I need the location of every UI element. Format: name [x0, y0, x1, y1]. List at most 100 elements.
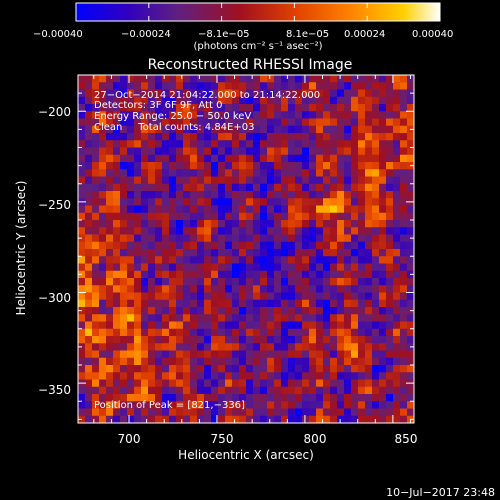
heatmap-cell: [218, 198, 226, 206]
heatmap-cell: [225, 292, 233, 301]
heatmap-cell: [239, 89, 247, 98]
heatmap-cell: [267, 82, 275, 90]
heatmap-cell: [113, 111, 121, 119]
heatmap-cell: [85, 96, 93, 105]
heatmap-cell: [134, 415, 142, 423]
heatmap-cell: [113, 154, 121, 163]
heatmap-cell: [302, 183, 310, 192]
heatmap-cell: [134, 205, 142, 214]
heatmap-cell: [260, 198, 268, 206]
heatmap-cell: [211, 401, 219, 409]
heatmap-cell: [141, 263, 149, 272]
heatmap-cell: [330, 96, 338, 105]
heatmap-cell: [253, 307, 261, 315]
heatmap-cell: [106, 104, 114, 112]
heatmap-cell: [169, 212, 177, 221]
heatmap-cell: [309, 415, 317, 423]
heatmap-cell: [225, 256, 233, 264]
heatmap-cell: [141, 401, 149, 409]
heatmap-cell: [169, 343, 177, 351]
heatmap-cell: [400, 118, 408, 127]
heatmap-cell: [400, 328, 408, 337]
y-tick-label: −300: [38, 291, 71, 305]
heatmap-cell: [323, 82, 331, 90]
heatmap-cell: [351, 299, 359, 308]
heatmap-cell: [386, 321, 394, 330]
heatmap-cell: [323, 154, 331, 163]
heatmap-cell: [225, 314, 233, 322]
heatmap-cell: [281, 176, 289, 185]
heatmap-cell: [162, 118, 170, 127]
heatmap-cell: [351, 270, 359, 279]
heatmap-cell: [309, 191, 317, 199]
heatmap-cell: [239, 285, 247, 293]
heatmap-cell: [337, 314, 345, 322]
heatmap-cell: [302, 336, 310, 344]
heatmap-cell: [78, 328, 86, 337]
heatmap-cell: [260, 379, 268, 388]
heatmap-cell: [323, 133, 331, 141]
heatmap-cell: [120, 249, 128, 257]
heatmap-cell: [337, 198, 345, 206]
heatmap-cell: [232, 75, 240, 83]
heatmap-cell: [358, 118, 366, 127]
heatmap-cell: [148, 249, 156, 257]
heatmap-cell: [197, 198, 205, 206]
heatmap-cell: [288, 379, 296, 388]
heatmap-cell: [169, 191, 177, 199]
heatmap-cell: [155, 394, 163, 402]
heatmap-cell: [113, 336, 121, 344]
heatmap-cell: [372, 336, 380, 344]
heatmap-cell: [337, 241, 345, 250]
heatmap-cell: [267, 205, 275, 214]
heatmap-cell: [316, 241, 324, 250]
heatmap-cell: [197, 357, 205, 366]
heatmap-cell: [267, 401, 275, 409]
heatmap-cell: [134, 307, 142, 315]
heatmap-cell: [232, 89, 240, 98]
heatmap-cell: [358, 183, 366, 192]
heatmap-cell: [337, 111, 345, 119]
heatmap-cell: [379, 96, 387, 105]
heatmap-cell: [190, 198, 198, 206]
heatmap-cell: [365, 205, 373, 214]
heatmap-cell: [183, 234, 191, 243]
heatmap-cell: [141, 82, 149, 90]
heatmap-cell: [253, 278, 261, 286]
heatmap-cell: [393, 198, 401, 206]
heatmap-cell: [155, 227, 163, 235]
heatmap-cell: [211, 299, 219, 308]
heatmap-cell: [309, 140, 317, 148]
heatmap-cell: [379, 386, 387, 395]
heatmap-cell: [204, 125, 212, 134]
heatmap-cell: [183, 408, 191, 417]
heatmap-cell: [176, 96, 184, 105]
heatmap-cell: [155, 415, 163, 423]
heatmap-cell: [274, 183, 282, 192]
colorbar-tick-label: 0.00040: [412, 29, 453, 40]
heatmap-cell: [295, 299, 303, 308]
heatmap-cell: [78, 292, 86, 301]
heatmap-cell: [323, 350, 331, 359]
heatmap-cell: [358, 386, 366, 395]
heatmap-cell: [78, 408, 86, 417]
heatmap-cell: [92, 162, 100, 170]
heatmap-cell: [316, 401, 324, 409]
heatmap-cell: [372, 162, 380, 170]
heatmap-cell: [358, 133, 366, 141]
heatmap-cell: [141, 75, 149, 83]
heatmap-cell: [358, 227, 366, 235]
heatmap-cell: [211, 162, 219, 170]
heatmap-cell: [225, 321, 233, 330]
heatmap-cell: [337, 82, 345, 90]
heatmap-cell: [155, 357, 163, 366]
heatmap-cell: [323, 394, 331, 402]
heatmap-cell: [323, 234, 331, 243]
heatmap-cell: [337, 133, 345, 141]
x-tick-label: 800: [304, 432, 327, 446]
heatmap-cell: [78, 82, 86, 90]
heatmap-cell: [281, 386, 289, 395]
colorbar-ticks: [148, 3, 368, 21]
heatmap-cell: [358, 343, 366, 351]
heatmap-cell: [260, 365, 268, 373]
